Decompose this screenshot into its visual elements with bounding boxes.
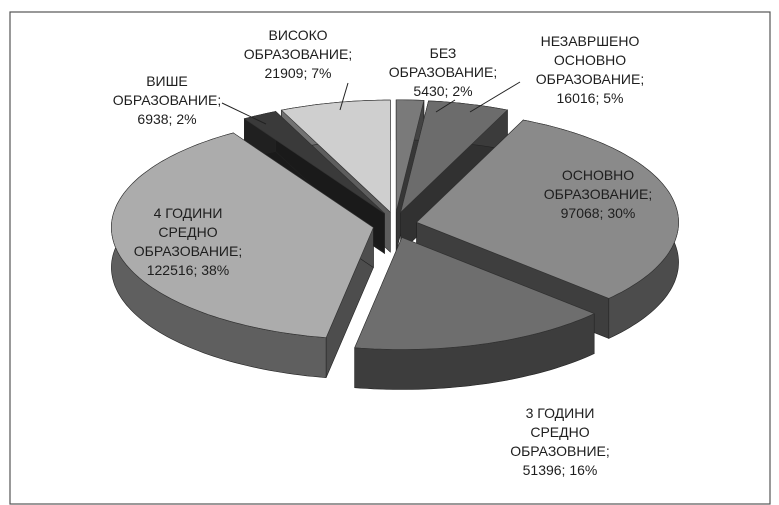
data-label-line: 5430; 2%: [413, 83, 472, 99]
leader-line: [435, 99, 456, 113]
data-label: 4 ГОДИНИ СРЕДНО ОБРАЗОВАНИЕ; 122516; 38%: [134, 205, 242, 278]
data-label-line: 3 ГОДИНИ: [526, 405, 595, 421]
data-label-line: 4 ГОДИНИ: [154, 205, 223, 221]
data-label-line: ОСНОВНО: [562, 167, 634, 183]
data-label-line: ОСНОВНО: [554, 52, 626, 68]
data-label-line: СРЕДНО: [530, 424, 589, 440]
data-label-line: ВИСОКО: [269, 27, 328, 43]
data-label-line: 6938; 2%: [137, 111, 196, 127]
slice: [400, 100, 509, 214]
slice: [111, 132, 374, 339]
data-label: 3 ГОДИНИ СРЕДНО ОБРАЗОВНИЕ; 51396; 16%: [510, 405, 610, 478]
data-label-line: 21909; 7%: [265, 65, 332, 81]
data-label-line: СРЕДНО: [158, 224, 217, 240]
data-label: БЕЗ ОБРАЗОВАНИЕ; 5430; 2%: [389, 45, 497, 99]
data-label: НЕЗАВРШЕНО ОСНОВНО ОБРАЗОВАНИЕ; 16016; 5%: [536, 33, 644, 106]
slice: [416, 119, 679, 299]
data-label-line: 16016; 5%: [557, 90, 624, 106]
leader-line: [339, 82, 349, 111]
slice: [395, 99, 425, 212]
data-label-line: 97068; 30%: [561, 205, 636, 221]
data-label: ОСНОВНО ОБРАЗОВАНИЕ; 97068; 30%: [544, 167, 652, 221]
data-label: ВИШЕ ОБРАЗОВАНИЕ; 6938; 2%: [113, 73, 221, 127]
data-label-line: ОБРАЗОВАНИЕ;: [113, 92, 221, 108]
data-label-line: ОБРАЗОВАНИЕ;: [536, 71, 644, 87]
slice: [243, 111, 385, 214]
data-label-line: 51396; 16%: [523, 462, 598, 478]
data-label-line: БЕЗ: [430, 45, 457, 61]
data-label: ВИСОКО ОБРАЗОВАНИЕ; 21909; 7%: [244, 27, 352, 81]
slice: [354, 237, 595, 350]
leader-line: [469, 81, 521, 113]
data-label-line: 122516; 38%: [147, 262, 230, 278]
data-label-line: НЕЗАВРШЕНО: [541, 33, 640, 49]
data-label-line: ОБРАЗОВАНИЕ;: [544, 186, 652, 202]
data-label-line: ОБРАЗОВНИЕ;: [510, 443, 610, 459]
data-label-line: ОБРАЗОВАНИЕ;: [389, 64, 497, 80]
slice: [280, 99, 391, 213]
data-label-line: ОБРАЗОВАНИЕ;: [134, 243, 242, 259]
data-label-line: ОБРАЗОВАНИЕ;: [244, 46, 352, 62]
leader-line: [221, 102, 267, 125]
data-label-line: ВИШЕ: [146, 73, 188, 89]
